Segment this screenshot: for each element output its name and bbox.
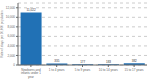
svg-text:183: 183 (106, 60, 111, 64)
svg-text:335: 335 (54, 59, 59, 63)
svg-text:8,000: 8,000 (7, 25, 15, 29)
svg-text:382: 382 (132, 59, 137, 63)
svg-text:2,000: 2,000 (7, 54, 15, 58)
svg-text:Rate of stays per 10,000 popul: Rate of stays per 10,000 population (0, 10, 4, 58)
svg-text:12,000: 12,000 (6, 6, 16, 10)
svg-text:6,000: 6,000 (7, 34, 15, 38)
svg-text:10 to 14 years: 10 to 14 years (99, 68, 119, 72)
svg-text:4,000: 4,000 (7, 44, 15, 48)
svg-text:11,022: 11,022 (27, 8, 36, 12)
svg-text:15 to 17 years: 15 to 17 years (125, 68, 145, 72)
svg-text:177: 177 (80, 60, 85, 64)
svg-text:1 to 4 years: 1 to 4 years (49, 68, 65, 72)
svg-text:0: 0 (13, 63, 15, 67)
svg-text:5 to 9 years: 5 to 9 years (75, 68, 91, 72)
svg-text:Newborns andinfants under 1yea: Newborns andinfants under 1year (21, 68, 41, 79)
svg-text:10,000: 10,000 (6, 15, 16, 19)
